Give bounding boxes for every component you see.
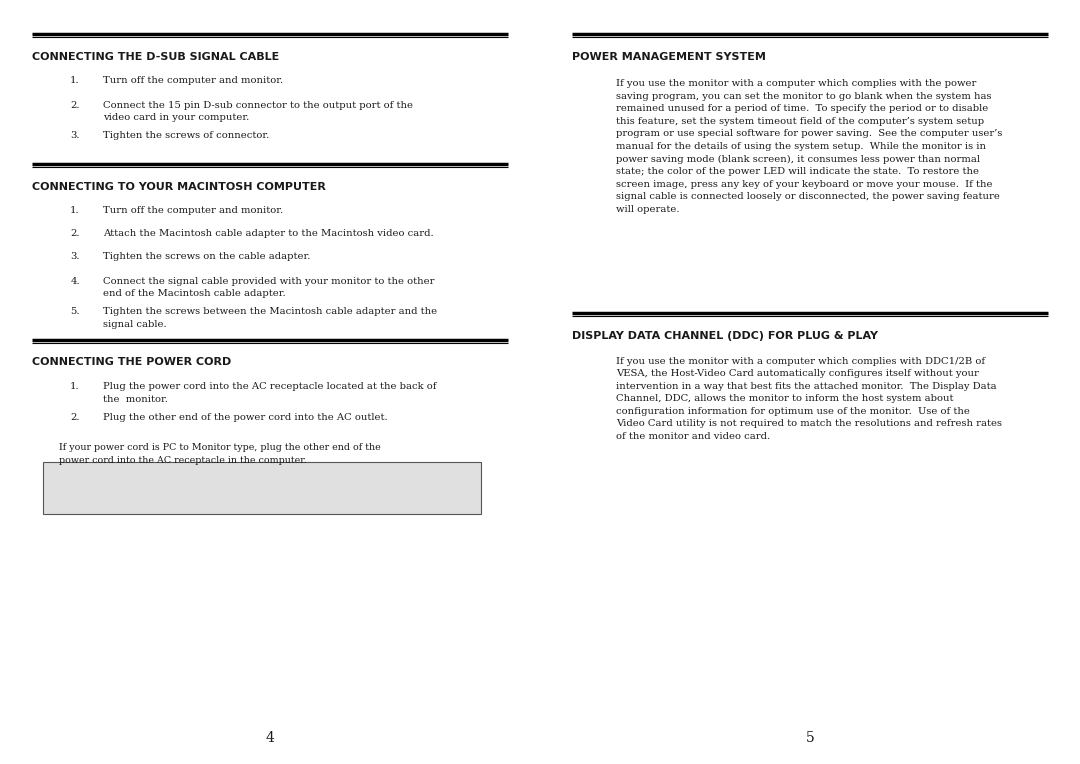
Text: CONNECTING THE POWER CORD: CONNECTING THE POWER CORD (32, 357, 231, 367)
Text: 1.: 1. (70, 206, 80, 215)
Text: CONNECTING THE D-SUB SIGNAL CABLE: CONNECTING THE D-SUB SIGNAL CABLE (32, 52, 280, 62)
Text: 1.: 1. (70, 76, 80, 86)
Text: Plug the power cord into the AC receptacle located at the back of
the  monitor.: Plug the power cord into the AC receptac… (103, 382, 436, 403)
Text: 2.: 2. (70, 101, 80, 110)
Text: Turn off the computer and monitor.: Turn off the computer and monitor. (103, 76, 283, 86)
Text: Tighten the screws of connector.: Tighten the screws of connector. (103, 131, 269, 141)
Text: 5: 5 (806, 731, 814, 745)
Text: Attach the Macintosh cable adapter to the Macintosh video card.: Attach the Macintosh cable adapter to th… (103, 229, 433, 238)
Text: 5.: 5. (70, 307, 80, 316)
Text: POWER MANAGEMENT SYSTEM: POWER MANAGEMENT SYSTEM (572, 52, 767, 62)
Text: Turn off the computer and monitor.: Turn off the computer and monitor. (103, 206, 283, 215)
Text: Plug the other end of the power cord into the AC outlet.: Plug the other end of the power cord int… (103, 413, 388, 422)
Text: Connect the 15 pin D-sub connector to the output port of the
video card in your : Connect the 15 pin D-sub connector to th… (103, 101, 413, 122)
Text: 2.: 2. (70, 413, 80, 422)
Text: 4.: 4. (70, 277, 80, 286)
FancyBboxPatch shape (43, 462, 481, 514)
Text: Tighten the screws between the Macintosh cable adapter and the
signal cable.: Tighten the screws between the Macintosh… (103, 307, 436, 329)
Text: 3.: 3. (70, 131, 80, 141)
Text: 3.: 3. (70, 252, 80, 261)
Text: If your power cord is PC to Monitor type, plug the other end of the
power cord i: If your power cord is PC to Monitor type… (59, 443, 381, 465)
Text: CONNECTING TO YOUR MACINTOSH COMPUTER: CONNECTING TO YOUR MACINTOSH COMPUTER (32, 182, 326, 192)
Text: Connect the signal cable provided with your monitor to the other
end of the Maci: Connect the signal cable provided with y… (103, 277, 434, 298)
Text: If you use the monitor with a computer which complies with DDC1/2B of
VESA, the : If you use the monitor with a computer w… (616, 357, 1001, 441)
Text: DISPLAY DATA CHANNEL (DDC) FOR PLUG & PLAY: DISPLAY DATA CHANNEL (DDC) FOR PLUG & PL… (572, 331, 878, 341)
Text: 4: 4 (266, 731, 274, 745)
Text: Tighten the screws on the cable adapter.: Tighten the screws on the cable adapter. (103, 252, 310, 261)
Text: 2.: 2. (70, 229, 80, 238)
Text: 1.: 1. (70, 382, 80, 391)
Text: If you use the monitor with a computer which complies with the power
saving prog: If you use the monitor with a computer w… (616, 79, 1002, 214)
